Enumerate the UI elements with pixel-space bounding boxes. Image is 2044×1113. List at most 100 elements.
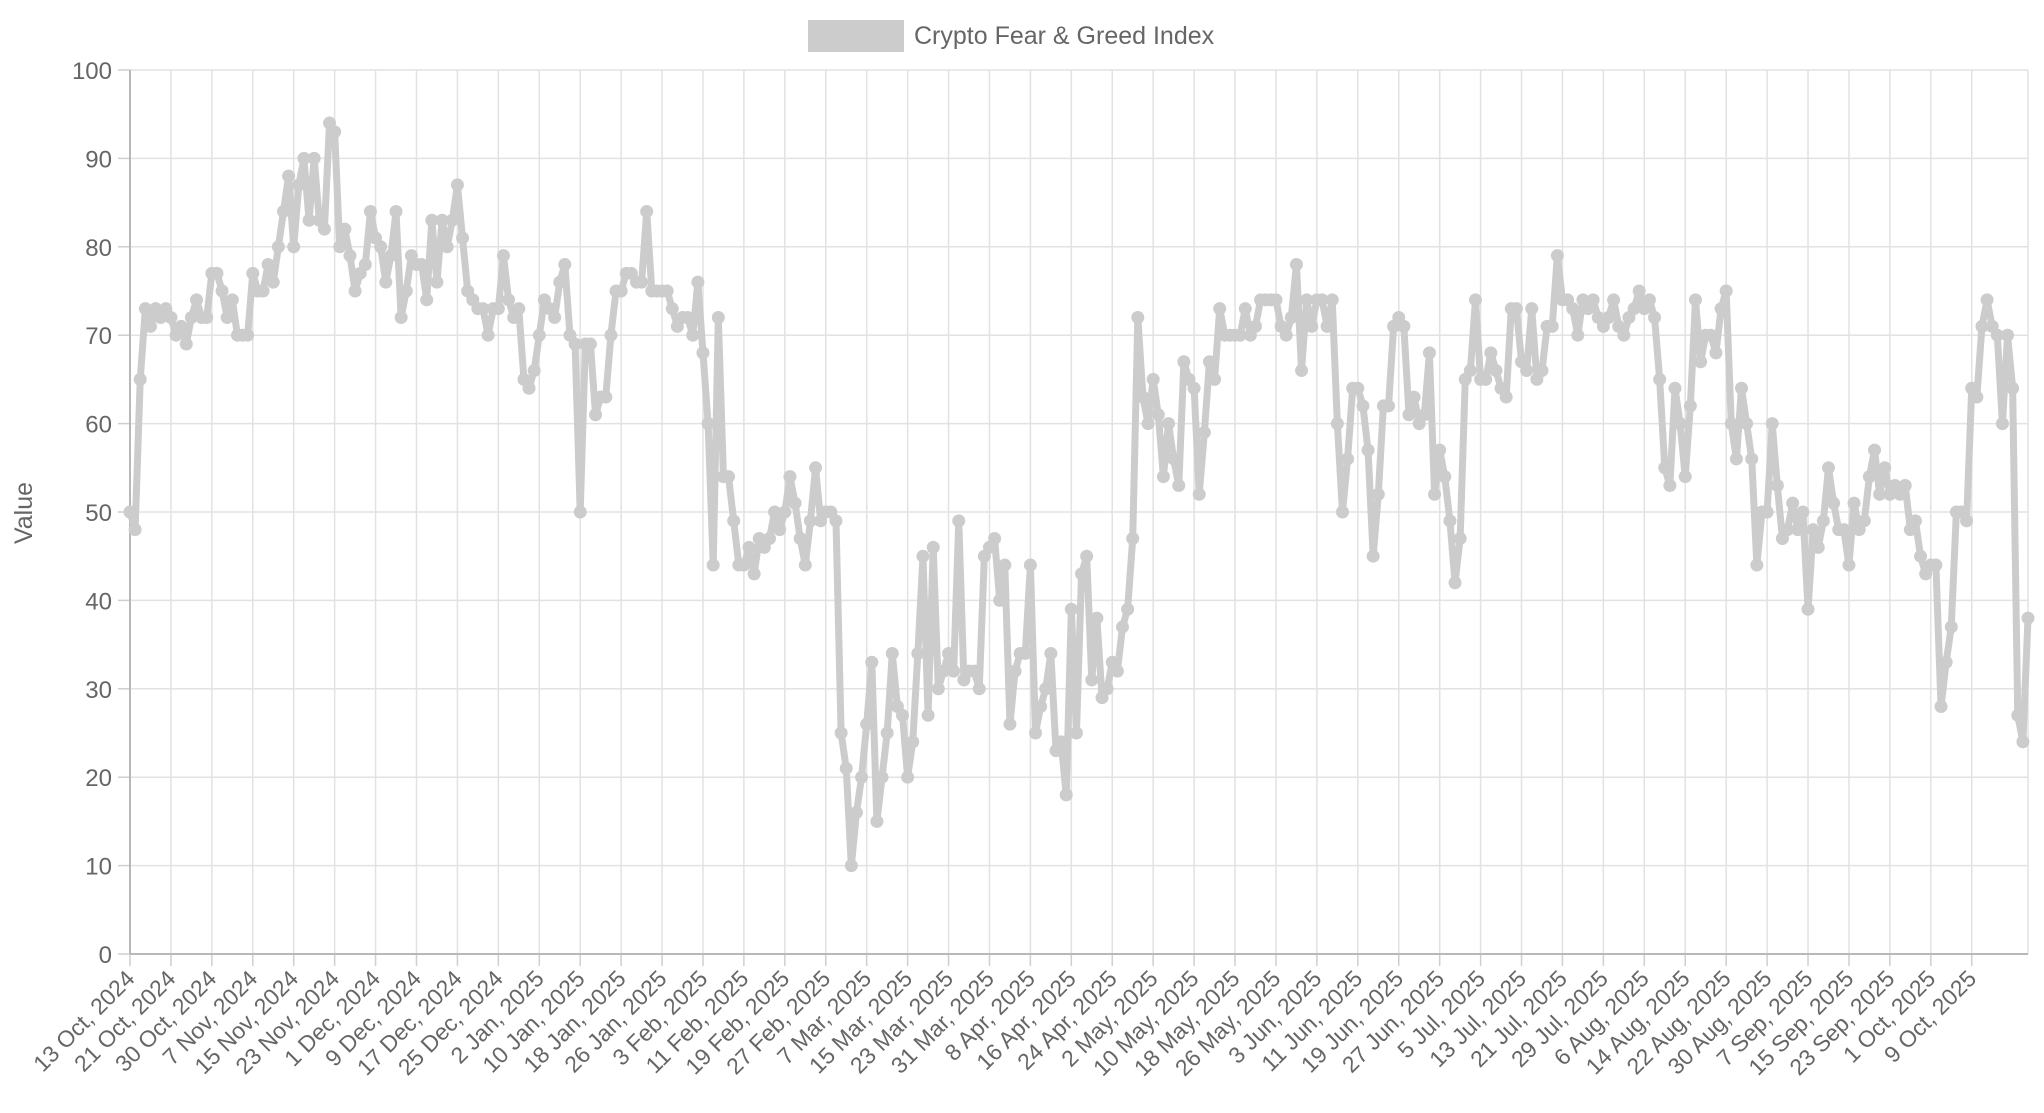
data-point[interactable] <box>1407 390 1421 404</box>
data-point[interactable] <box>614 284 628 298</box>
data-point[interactable] <box>665 302 679 316</box>
data-point[interactable] <box>599 390 613 404</box>
data-point[interactable] <box>1003 717 1017 731</box>
data-point[interactable] <box>133 372 147 386</box>
data-point[interactable] <box>1729 452 1743 466</box>
data-point[interactable] <box>399 284 413 298</box>
data-point[interactable] <box>491 302 505 316</box>
data-point[interactable] <box>456 231 470 245</box>
data-point[interactable] <box>849 806 863 820</box>
data-point[interactable] <box>1750 558 1764 572</box>
data-point[interactable] <box>384 249 398 263</box>
data-point[interactable] <box>143 319 157 333</box>
data-point[interactable] <box>834 726 848 740</box>
data-point[interactable] <box>1658 461 1672 475</box>
data-point[interactable] <box>502 293 516 307</box>
data-point[interactable] <box>1760 505 1774 519</box>
data-point[interactable] <box>875 770 889 784</box>
data-point[interactable] <box>1463 364 1477 378</box>
data-point[interactable] <box>1914 549 1928 563</box>
data-point[interactable] <box>1249 319 1262 333</box>
data-point[interactable] <box>1039 682 1053 696</box>
data-point[interactable] <box>1847 496 1861 510</box>
data-point[interactable] <box>701 417 715 431</box>
data-point[interactable] <box>1202 355 1216 369</box>
data-point[interactable] <box>1300 293 1314 307</box>
data-point[interactable] <box>415 257 429 271</box>
data-point[interactable] <box>1627 302 1641 316</box>
data-point[interactable] <box>1535 364 1549 378</box>
data-point[interactable] <box>844 859 858 873</box>
data-point[interactable] <box>128 523 142 537</box>
data-point[interactable] <box>1382 399 1396 413</box>
data-point[interactable] <box>640 204 654 218</box>
data-point[interactable] <box>1550 249 1564 263</box>
data-point[interactable] <box>829 514 843 528</box>
data-point[interactable] <box>1238 302 1252 316</box>
data-point[interactable] <box>2011 708 2025 722</box>
data-point[interactable] <box>1857 514 1871 528</box>
data-point[interactable] <box>1325 293 1339 307</box>
data-point[interactable] <box>527 364 541 378</box>
data-point[interactable] <box>568 337 582 351</box>
data-point[interactable] <box>1453 532 1467 546</box>
data-point[interactable] <box>1356 399 1370 413</box>
data-point[interactable] <box>297 151 311 165</box>
data-point[interactable] <box>788 496 802 510</box>
data-point[interactable] <box>1080 549 1094 563</box>
data-point[interactable] <box>768 505 782 519</box>
data-point[interactable] <box>1090 611 1104 625</box>
data-point[interactable] <box>1417 408 1431 422</box>
data-point[interactable] <box>1786 496 1800 510</box>
data-point[interactable] <box>1422 346 1436 360</box>
data-point[interactable] <box>435 213 449 227</box>
data-point[interactable] <box>1141 417 1155 431</box>
data-point[interactable] <box>860 717 874 731</box>
data-point[interactable] <box>2021 611 2035 625</box>
data-point[interactable] <box>256 284 270 298</box>
data-point[interactable] <box>476 302 490 316</box>
data-point[interactable] <box>783 470 797 484</box>
data-point[interactable] <box>998 558 1012 572</box>
data-point[interactable] <box>1162 417 1176 431</box>
data-point[interactable] <box>343 249 357 263</box>
data-point[interactable] <box>1934 699 1948 713</box>
data-point[interactable] <box>1648 311 1662 325</box>
data-point[interactable] <box>1151 408 1165 422</box>
data-point[interactable] <box>1714 302 1728 316</box>
data-point[interactable] <box>711 311 725 325</box>
data-point[interactable] <box>952 514 966 528</box>
data-point[interactable] <box>292 178 306 192</box>
data-point[interactable] <box>1724 417 1738 431</box>
data-point[interactable] <box>553 275 567 289</box>
data-point[interactable] <box>916 549 930 563</box>
data-point[interactable] <box>1295 364 1309 378</box>
data-point[interactable] <box>1448 576 1462 590</box>
data-point[interactable] <box>1745 452 1759 466</box>
data-point[interactable] <box>138 302 152 316</box>
data-point[interactable] <box>2001 328 2015 342</box>
data-point[interactable] <box>727 514 741 528</box>
data-point[interactable] <box>1525 302 1539 316</box>
data-point[interactable] <box>1351 381 1365 395</box>
data-point[interactable] <box>1269 293 1283 307</box>
data-point[interactable] <box>425 213 439 227</box>
data-point[interactable] <box>1075 567 1089 581</box>
data-point[interactable] <box>1110 664 1124 678</box>
data-point[interactable] <box>440 240 454 254</box>
data-point[interactable] <box>1156 470 1170 484</box>
data-point[interactable] <box>1709 346 1723 360</box>
data-point[interactable] <box>686 328 700 342</box>
data-point[interactable] <box>2006 381 2020 395</box>
data-point[interactable] <box>1361 443 1375 457</box>
data-point[interactable] <box>1479 372 1493 386</box>
data-point[interactable] <box>696 346 710 360</box>
data-point[interactable] <box>394 311 408 325</box>
data-point[interactable] <box>1197 425 1211 439</box>
data-point[interactable] <box>1719 284 1733 298</box>
data-point[interactable] <box>885 646 899 660</box>
data-point[interactable] <box>481 328 495 342</box>
data-point[interactable] <box>1827 496 1841 510</box>
data-point[interactable] <box>1100 682 1114 696</box>
data-point[interactable] <box>936 664 950 678</box>
